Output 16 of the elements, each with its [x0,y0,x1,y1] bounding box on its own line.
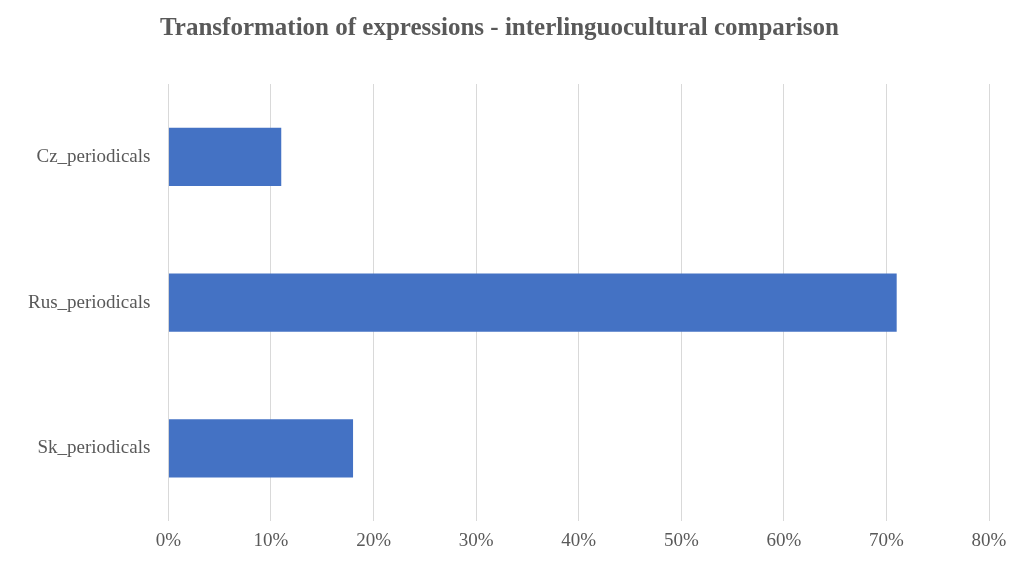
y-tick-label: Sk_periodicals [37,436,151,458]
bar [168,419,354,478]
x-tick-label: 20% [356,528,392,550]
x-tick-label: 70% [869,528,905,550]
x-tick-label: 40% [561,528,597,550]
y-tick-label: Rus_periodicals [27,290,151,312]
chart-title: Transformation of expressions - interlinguocultural comparison [160,13,840,41]
y-tick-label: Cz_periodicals [36,144,151,166]
x-tick-label: 30% [458,528,494,550]
x-tick-label: 60% [766,528,802,550]
bar [168,273,897,332]
x-tick-label: 10% [253,528,289,550]
x-tick-label: 50% [663,528,699,550]
x-tick-label: 80% [971,528,1007,550]
bar [168,127,282,187]
x-tick-label: 0% [155,528,182,550]
